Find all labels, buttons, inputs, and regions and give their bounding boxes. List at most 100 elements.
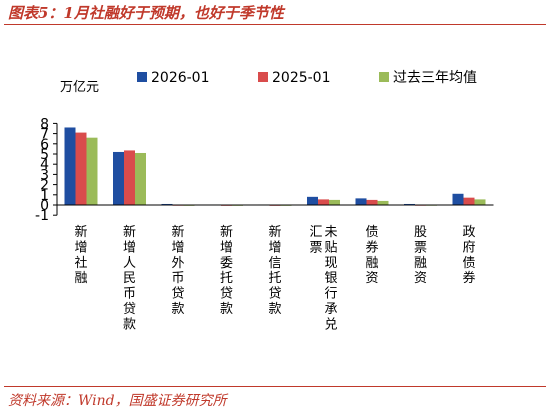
bar	[366, 199, 378, 205]
legend-label: 2026-01	[151, 70, 210, 86]
x-tick-label-char: 政	[462, 225, 475, 240]
legend-swatch	[258, 72, 268, 82]
legend-label: 过去三年均值	[393, 70, 477, 86]
x-tick-label-char: 贷	[220, 287, 233, 302]
x-tick-label-char: 未	[324, 225, 337, 240]
x-tick-label-char: 新	[123, 224, 136, 240]
bar	[404, 203, 415, 205]
x-tick-label-char: 增	[220, 240, 233, 255]
x-tick-label-char: 新	[171, 224, 184, 240]
x-tick-label-char: 新	[220, 224, 233, 240]
x-tick-label-char: 券	[462, 270, 475, 286]
x-tick-label-char: 民	[123, 271, 136, 286]
y-tick-label: 8	[40, 116, 49, 132]
x-tick-label-char: 款	[268, 302, 281, 317]
x-tick-label-char: 人	[123, 256, 136, 271]
bar	[452, 193, 464, 205]
x-tick-label-char: 币	[171, 271, 184, 286]
x-tick-label-char: 府	[462, 240, 475, 255]
x-tick-label-char: 承	[324, 302, 337, 317]
bar	[329, 199, 340, 205]
x-tick-label-char: 票	[309, 240, 322, 255]
x-tick-label-char: 增	[171, 240, 184, 255]
x-tick-label-char: 外	[171, 256, 184, 271]
legend-label: 2025-01	[272, 70, 331, 86]
y-tick-label: 5	[40, 147, 49, 163]
bar	[318, 199, 329, 205]
bar	[463, 197, 475, 205]
x-tick-label-char: 款	[171, 302, 184, 317]
x-tick-label-char: 新	[268, 224, 281, 240]
legend: 2026-01 2025-01 过去三年均值	[137, 70, 477, 86]
x-tick-label-char: 款	[220, 302, 233, 317]
bar	[307, 196, 318, 205]
bar	[377, 200, 389, 205]
y-tick-label: 3	[40, 167, 49, 183]
bar	[64, 127, 76, 205]
x-tick-label-char: 债	[365, 225, 378, 240]
bar	[75, 132, 87, 205]
bar	[474, 199, 486, 205]
x-tick-label-char: 贷	[268, 287, 281, 302]
x-tick-label-char: 托	[220, 271, 233, 286]
bar	[161, 203, 173, 205]
x-tick-label-char: 款	[123, 317, 136, 332]
x-tick-label-char: 债	[462, 256, 475, 271]
bar	[355, 198, 367, 205]
x-tick-label-char: 增	[74, 240, 87, 255]
x-tick-label-char: 社	[74, 255, 87, 271]
x-tick-label-char: 贷	[123, 302, 136, 317]
x-tick-label-char: 资	[414, 271, 427, 286]
y-axis-unit-label: 万亿元	[60, 80, 99, 95]
x-tick-label-char: 融	[74, 271, 87, 286]
source-note: 资料来源：Wind，国盛证券研究所	[8, 393, 227, 409]
x-tick-label-char: 委	[220, 256, 233, 271]
y-tick-label: -1	[35, 208, 49, 224]
y-tick-label: 0	[40, 198, 49, 214]
footer-divider	[4, 386, 546, 387]
x-tick-label-char: 兑	[324, 317, 337, 332]
x-tick-label-char: 券	[365, 239, 378, 255]
bar	[124, 150, 135, 205]
y-tick-label: 2	[40, 178, 49, 194]
bar	[135, 152, 146, 205]
x-tick-label-char: 增	[268, 240, 281, 255]
y-tick-label: 7	[40, 127, 49, 143]
y-tick-label: 6	[40, 137, 49, 153]
x-tick-label-char: 银	[324, 271, 337, 286]
figure-title: 图表5：1月社融好于预期，也好于季节性	[8, 4, 284, 22]
x-tick-label-char: 托	[268, 271, 281, 286]
bar	[113, 151, 124, 205]
y-tick-label: 4	[40, 157, 49, 173]
x-tick-label-char: 资	[365, 271, 378, 286]
x-tick-label-char: 现	[324, 256, 337, 271]
x-tick-label-char: 票	[414, 240, 427, 255]
x-tick-label-char: 贴	[324, 240, 337, 255]
x-tick-label-char: 融	[365, 256, 378, 271]
legend-swatch	[137, 72, 147, 82]
x-tick-label-char: 信	[268, 256, 281, 271]
x-tick-label-char: 融	[414, 256, 427, 271]
x-tick-label-char: 汇	[309, 225, 322, 240]
y-tick-label: 1	[40, 188, 49, 204]
x-tick-label-char: 贷	[171, 287, 184, 302]
title-divider	[4, 24, 546, 25]
bars	[64, 127, 486, 206]
x-tick-label-char: 行	[324, 287, 337, 302]
x-axis: 新增社融新增人民币贷款新增外币贷款新增委托贷款新增信托贷款未贴现银行承兑汇票债券…	[57, 204, 494, 332]
x-tick-label-char: 币	[123, 287, 136, 302]
bar	[86, 137, 98, 205]
x-tick-label-char: 增	[123, 240, 136, 255]
x-tick-label-char: 股	[414, 225, 427, 240]
